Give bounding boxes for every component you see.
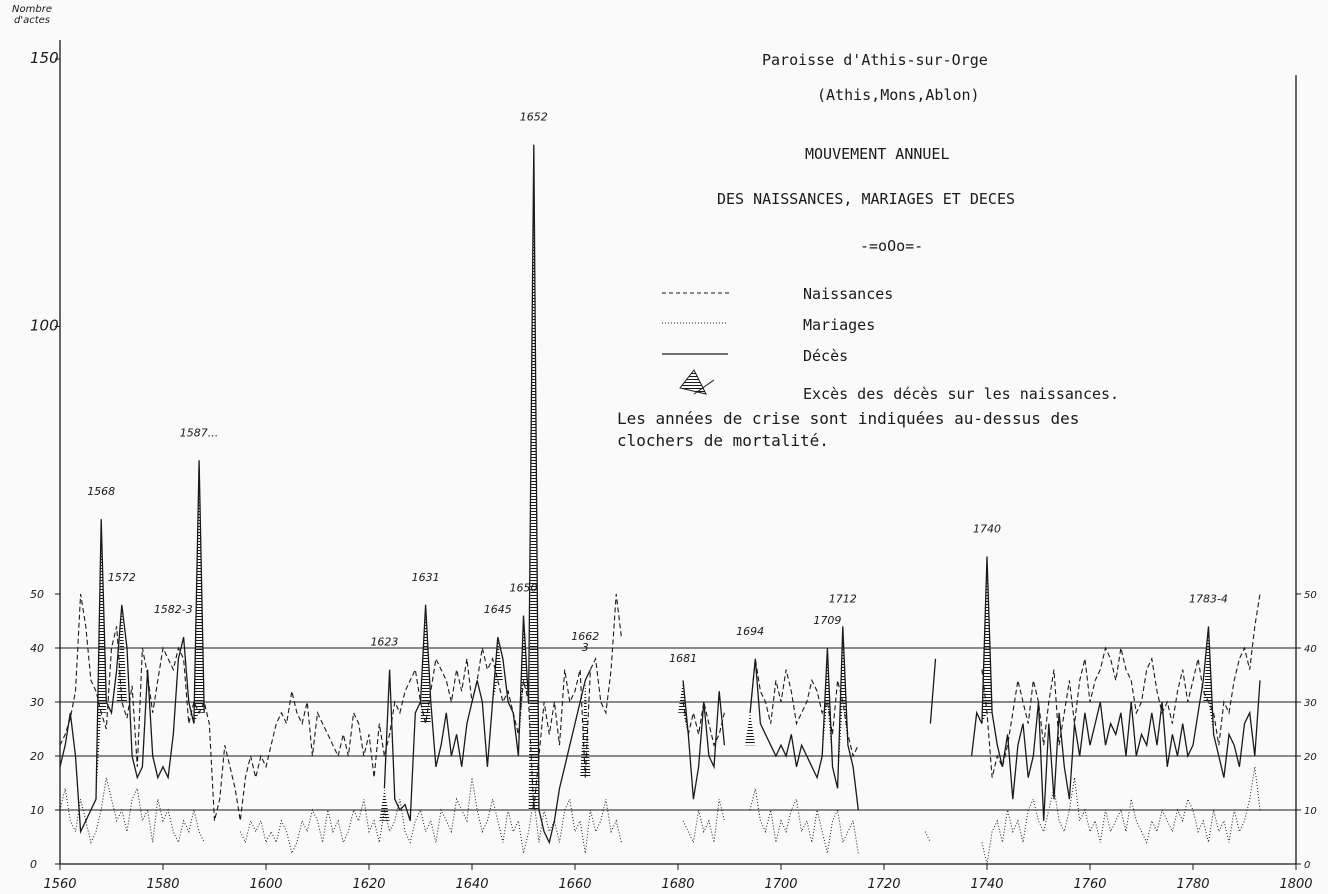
x-tick-label: 1620 [352, 877, 385, 892]
series-naissances-line [682, 701, 725, 747]
excess-area-1662 [580, 680, 591, 778]
y-left-tick-label: 0 [30, 858, 37, 871]
chart-title-series: DES NAISSANCES, MARIAGES ET DECES [717, 190, 1016, 208]
series-dcs-line [682, 680, 726, 800]
y-axis-title-line: Nombre [12, 4, 52, 15]
legend-sample-exces [679, 369, 715, 395]
legend-label-exces: Excès des décès sur les naissances. [803, 385, 1120, 403]
series-naissances-line [59, 593, 622, 821]
crisis-label-1631: 1631 [412, 571, 440, 584]
chart-title-ornament: -=oOo=- [860, 237, 924, 255]
y-right-tick-label: 10 [1304, 806, 1317, 817]
chart-title-movement: MOUVEMENT ANNUEL [805, 145, 950, 163]
crisis-label-1572: 1572 [108, 571, 136, 584]
chart-title-parish: Paroisse d'Athis-sur-Orge [762, 51, 988, 69]
crisis-label-1650: 1650 [510, 582, 538, 595]
crisis-label-1623: 1623 [370, 636, 398, 649]
crisis-label-1582: 1582-3 [154, 603, 193, 616]
excess-area-1740 [981, 556, 993, 724]
y-axis-title-line: d'actes [13, 15, 50, 26]
crisis-label-1662: 3 [582, 641, 589, 654]
crisis-label-1652: 1652 [520, 111, 548, 124]
x-tick-label: 1740 [970, 877, 1003, 892]
note-line-2: clochers de mortalité. [617, 431, 829, 450]
excess-area-1694 [744, 712, 756, 746]
legend-label-deces: Décès [803, 347, 849, 365]
crisis-label-1783: 1783-4 [1189, 592, 1228, 605]
x-tick-label: 1700 [764, 877, 797, 892]
y-right-tick-label: 20 [1304, 752, 1317, 763]
excess-hatching [96, 144, 1214, 821]
series-mariages-line [981, 766, 1261, 865]
y-right-tick-label: 0 [1304, 860, 1310, 871]
crisis-label-1568: 1568 [87, 485, 115, 498]
excess-area-1652 [528, 144, 539, 811]
x-tick-label: 1760 [1073, 877, 1106, 892]
y-left-tick-label: 50 [30, 588, 44, 601]
y-left-tick-label: 150 [30, 49, 59, 67]
y-right-tick-label: 30 [1304, 698, 1317, 709]
crisis-label-1587: 1587... [180, 426, 218, 439]
x-tick-label: 1720 [867, 877, 900, 892]
x-tick-label: 1780 [1176, 877, 1209, 892]
series-dcs-line [383, 144, 591, 845]
crisis-label-1740: 1740 [973, 523, 1001, 536]
y-left-tick-label: 100 [30, 317, 59, 335]
series-mariages-line [682, 799, 725, 845]
x-tick-label: 1580 [146, 877, 179, 892]
y-axis-title: Nombre d'actes [8, 4, 56, 26]
x-tick-label: 1660 [558, 877, 591, 892]
x-tick-label: 1680 [661, 877, 694, 892]
y-right-tick-label: 50 [1304, 590, 1317, 601]
y-left-tick-label: 10 [30, 804, 44, 817]
excess-area-1568 [96, 519, 107, 800]
series-mariages-line [59, 777, 205, 844]
excess-area-1650 [518, 615, 529, 756]
series-dcs-line [59, 460, 205, 835]
x-tick-label: 1640 [455, 877, 488, 892]
crisis-labels: 1568 1572 1582-3 1587... 1623 1631 1645 1650 165… [87, 111, 1228, 665]
excess-area-1572 [116, 604, 127, 702]
y-left-tick-label: 20 [30, 750, 44, 763]
crisis-label-1694: 1694 [736, 625, 764, 638]
excess-area-1783 [1203, 626, 1214, 735]
legend-label-mariages: Mariages [803, 316, 876, 334]
series-lines [59, 144, 1261, 865]
chart-subtitle-villages: (Athis,Mons,Ablon) [817, 86, 980, 104]
series-dcs-line [970, 556, 1261, 821]
excess-area-1631 [420, 604, 431, 724]
excess-area-1623 [379, 788, 390, 821]
x-tick-label: 1600 [249, 877, 282, 892]
crisis-label-1645: 1645 [484, 603, 512, 616]
crisis-label-1712: 1712 [829, 592, 857, 605]
crisis-label-1662: 1662 [571, 630, 599, 643]
excess-area-1587 [193, 460, 205, 724]
y-right-tick-label: 40 [1304, 644, 1317, 655]
reference-lines [60, 647, 1296, 811]
note-line-1: Les années de crise sont indiquées au-de… [617, 409, 1080, 428]
series-naissances-line [981, 593, 1261, 778]
series-mariages-line [749, 788, 859, 854]
excess-area-1709 [822, 648, 833, 767]
y-left-tick-label: 40 [30, 642, 44, 655]
axis-ticks: 1560 1580 1600 1620 1640 1660 1680 1700 1720 1740… [30, 49, 1317, 892]
crisis-label-1681: 1681 [669, 652, 697, 665]
y-left-tick-label: 30 [30, 696, 44, 709]
x-tick-label: 1560 [43, 877, 76, 892]
legend-label-naissances: Naissances [803, 285, 894, 303]
series-dcs-line [749, 626, 859, 811]
series-dcs-line [929, 658, 937, 724]
excess-area-1645 [492, 637, 503, 702]
series-mariages-line [239, 777, 622, 855]
series-mariages-line [924, 831, 931, 843]
x-tick-label: 1800 [1279, 877, 1312, 892]
crisis-label-1709: 1709 [813, 614, 841, 627]
